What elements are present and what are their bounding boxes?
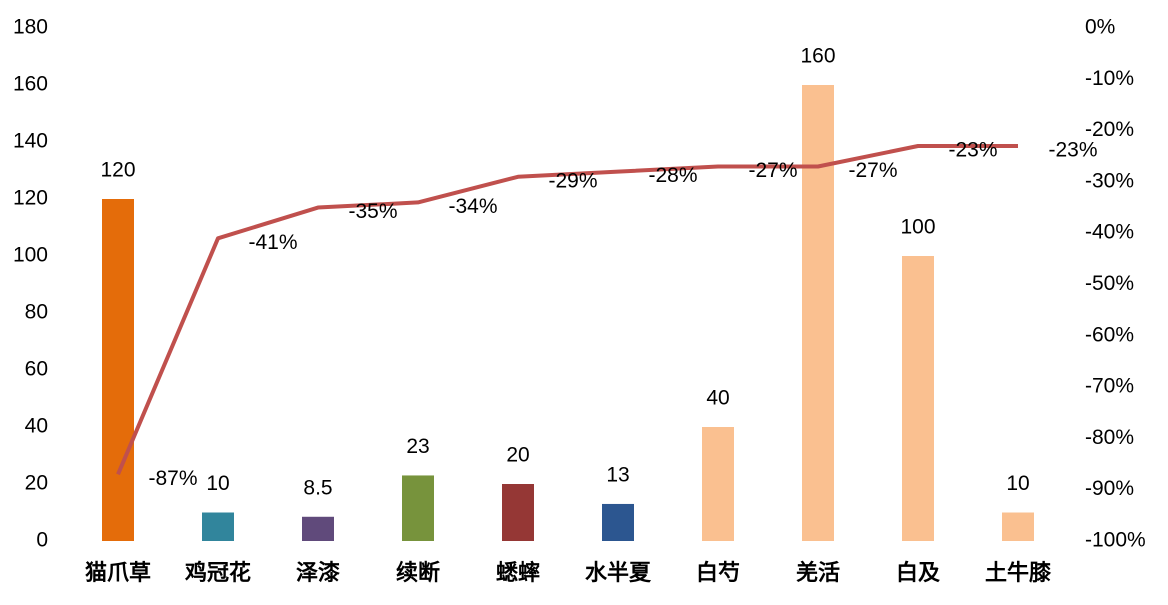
y-tick-label: 100 [13, 244, 48, 267]
line-label: -23% [1048, 139, 1097, 162]
bar [502, 484, 534, 541]
y-tick-label: 180 [13, 16, 48, 39]
bar [402, 475, 434, 541]
y2-tick-label: -20% [1085, 118, 1134, 141]
bar [102, 199, 134, 541]
bar [302, 516, 334, 541]
x-tick-label: 水半夏 [585, 560, 652, 585]
line [116, 143, 1018, 476]
line-label: -87% [148, 467, 197, 490]
line-label: -35% [348, 200, 397, 223]
bar-label: 23 [406, 435, 429, 458]
bar [1002, 512, 1034, 541]
bar-label: 13 [606, 463, 629, 486]
bar-label: 120 [100, 159, 135, 182]
y2-tick-label: -70% [1085, 375, 1134, 398]
bar-label: 40 [706, 387, 729, 410]
y-tick-label: 120 [13, 187, 48, 210]
line-label: -27% [748, 159, 797, 182]
bar [602, 503, 634, 541]
y-tick-label: 20 [25, 472, 48, 495]
line-label: -41% [248, 231, 297, 254]
y2-tick-label: -60% [1085, 323, 1134, 346]
y2-tick-label: -100% [1085, 529, 1146, 552]
y-tick-label: 0 [36, 529, 48, 552]
bar-label: 160 [800, 45, 835, 68]
y2-tick-label: -30% [1085, 169, 1134, 192]
y-tick-label: 60 [25, 358, 48, 381]
bar [202, 512, 234, 541]
bar-label: 8.5 [303, 476, 332, 499]
y2-tick-label: -50% [1085, 272, 1134, 295]
x-tick-label: 白芍 [696, 560, 740, 585]
y-tick-label: 40 [25, 415, 48, 438]
y2-tick-label: -80% [1085, 426, 1134, 449]
y2-tick-label: -90% [1085, 477, 1134, 500]
bar-label: 10 [206, 472, 229, 495]
y2-tick-label: -40% [1085, 221, 1134, 244]
line-label: -28% [648, 164, 697, 187]
bar-label: 20 [506, 444, 529, 467]
x-tick-label: 羌活 [796, 560, 840, 585]
bar [802, 85, 834, 541]
x-tick-label: 白及 [896, 560, 941, 585]
x-tick-label: 蟋蟀 [496, 560, 540, 585]
x-tick-label: 鸡冠花 [184, 560, 251, 585]
line-label: -34% [448, 195, 497, 218]
x-tick-label: 土牛膝 [985, 560, 1052, 585]
line-label: -27% [848, 159, 897, 182]
y-tick-label: 160 [13, 73, 48, 96]
line-label: -23% [948, 139, 997, 162]
bar [902, 256, 934, 541]
y2-tick-label: -10% [1085, 67, 1134, 90]
x-tick-label: 猫爪草 [85, 560, 151, 585]
bar [702, 427, 734, 541]
y2-tick-label: 0% [1085, 16, 1115, 39]
bar-label: 100 [900, 216, 935, 239]
line-label: -29% [548, 169, 597, 192]
y-tick-label: 80 [25, 301, 48, 324]
y-tick-label: 140 [13, 130, 48, 153]
x-tick-label: 泽漆 [296, 560, 340, 585]
bar-label: 10 [1006, 472, 1029, 495]
x-tick-label: 续断 [396, 560, 440, 585]
